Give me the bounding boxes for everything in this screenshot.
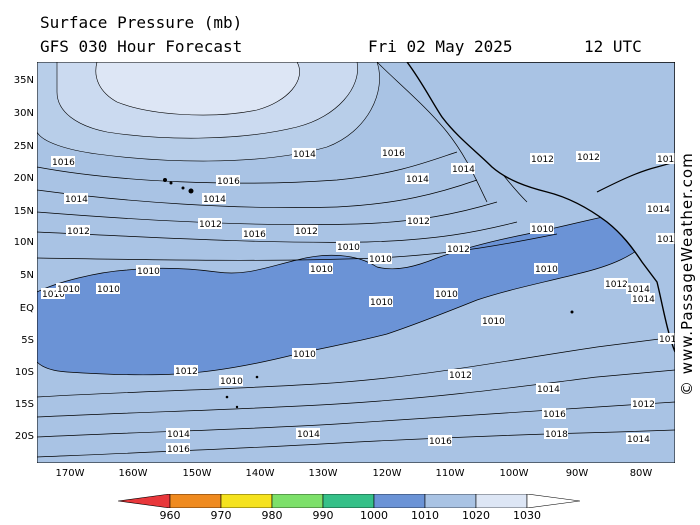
longitude-label: 100W [499,468,529,479]
isobar-label: 1014 [632,295,655,305]
latitude-label: 30N [13,108,34,119]
isobar-label: 1014 [647,205,670,215]
colorbar-label: 1010 [411,509,439,522]
colorbar-label: 970 [210,509,232,522]
colorbar-segment [475,494,528,508]
latitude-label: 10S [14,367,34,378]
isobar-label: 1016 [382,149,405,159]
isobar-label: 1014 [406,175,429,185]
isobar-label: 1016 [243,230,266,240]
longitude-label: 150W [182,468,212,479]
isobar-label: 1010 [293,350,316,360]
forecast-model: GFS 030 Hour Forecast [40,37,243,56]
colorbar-label: 1000 [360,509,388,522]
longitude-label: 80W [629,468,653,479]
colorbar-segment [271,494,324,508]
latitude-label: 15N [13,206,34,217]
isobar-label: 1010 [42,290,65,300]
isobar-label: 1012 [175,367,198,377]
isobar-label: 1010 [337,243,360,253]
colorbar [118,494,580,508]
longitude-label: 110W [435,468,465,479]
colorbar-label: 990 [312,509,334,522]
isobar-label: 1010 [435,290,458,300]
credit-text: © www.PassageWeather.com [678,152,696,396]
isobar-label: 1018 [545,430,568,440]
isobar-label: 1010 [220,377,243,387]
isobar-label: 1012 [449,371,472,381]
longitude-label: 90W [565,468,589,479]
isobar-label: 1010 [97,285,120,295]
isobar-label: 1012 [295,227,318,237]
isobar-label: 1016 [659,335,675,345]
latitude-label: 5S [21,335,34,346]
latitude-label: 25N [13,141,34,152]
isobar-label: 1016 [429,437,452,447]
isobar-label: 1014 [167,430,190,440]
isobar-label: 1012 [447,245,470,255]
colorbar-label: 1020 [462,509,490,522]
isobar-label: 1018 [657,235,675,245]
isobar-label: 1016 [167,445,190,455]
colorbar-segment [322,494,375,508]
isobar-label: 1014 [293,150,316,160]
colorbar-label: 980 [261,509,283,522]
colorbar-segment [526,494,580,508]
latitude-label: 10N [13,237,34,248]
longitude-label: 140W [245,468,275,479]
forecast-date: Fri 02 May 2025 [368,37,513,56]
isobar-label: 1014 [627,435,650,445]
isobar-label: 1014 [627,285,650,295]
isobar-label: 1016 [52,158,75,168]
isobar-label: 1012 [407,217,430,227]
latitude-label: 35N [13,75,34,86]
longitude-label: 160W [118,468,148,479]
latitude-label: EQ [19,303,34,314]
isobar-label: 1010 [370,298,393,308]
isobar-label: 1010 [310,265,333,275]
isobar-label: 1014 [203,195,226,205]
latitude-label: 20S [14,431,34,442]
isobar-label: 1010 [137,267,160,277]
longitude-label: 170W [55,468,85,479]
isobar-label: 1010 [57,285,80,295]
isobar-label: 1010 [531,225,554,235]
isobar-label: 1010 [535,265,558,275]
colorbar-segment [220,494,273,508]
latitude-label: 15S [14,399,34,410]
isobar-label: 1010 [482,317,505,327]
colorbar-label: 1030 [513,509,541,522]
forecast-time: 12 UTC [584,37,642,56]
isobar-label: 1012 [199,220,222,230]
isobar-label: 1014 [297,430,320,440]
colorbar-segment [118,494,171,508]
colorbar-label: 960 [159,509,181,522]
map-title: Surface Pressure (mb) [40,13,243,32]
isobar-label: 1014 [452,165,475,175]
isobar-label: 1012 [67,227,90,237]
longitude-label: 120W [372,468,402,479]
isobar-label: 1012 [577,153,600,163]
isobar-label: 1016 [657,155,675,165]
colorbar-segment [373,494,426,508]
colorbar-segment [169,494,222,508]
isobar-label: 1012 [632,400,655,410]
latitude-label: 5N [20,270,34,281]
isobar-label: 1010 [369,255,392,265]
colorbar-segment [424,494,477,508]
isobar-label: 1012 [531,155,554,165]
isobar-label: 1014 [65,195,88,205]
latitude-label: 20N [13,173,34,184]
isobar-label: 1014 [537,385,560,395]
isobar-label: 1016 [217,177,240,187]
longitude-label: 130W [308,468,338,479]
isobar-label: 1012 [605,280,628,290]
isobar-label: 1016 [543,410,566,420]
